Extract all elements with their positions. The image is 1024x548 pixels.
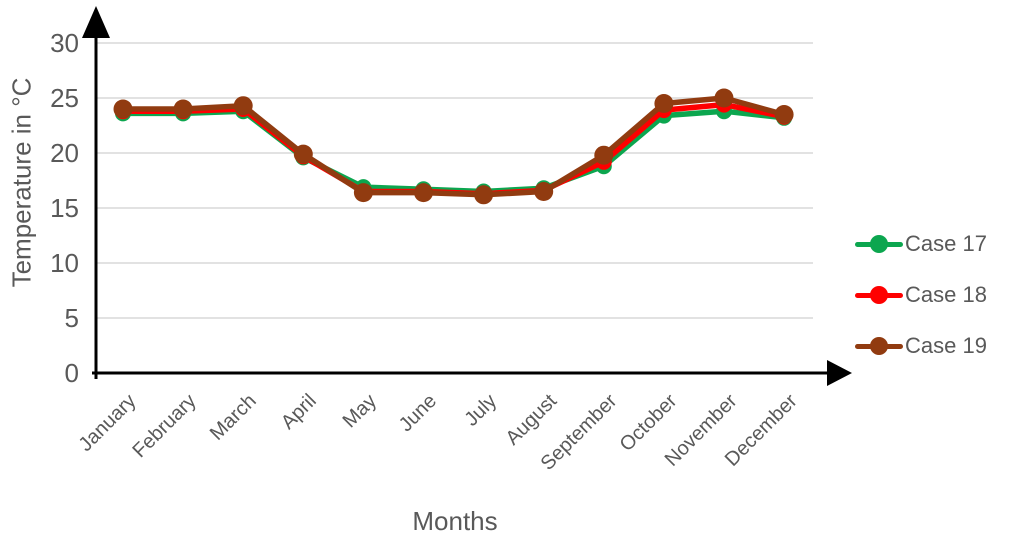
data-point bbox=[173, 99, 193, 119]
y-axis-arrow-icon bbox=[82, 6, 110, 38]
x-tick-label-august: August bbox=[502, 390, 562, 450]
y-tick-label: 0 bbox=[65, 358, 79, 388]
legend-marker-line-dot-icon bbox=[855, 286, 903, 304]
y-axis-title: Temperature in °C bbox=[6, 77, 37, 288]
x-tick-label-march: March bbox=[206, 390, 261, 445]
series-line-case-19 bbox=[120, 95, 787, 198]
x-axis-arrow-icon bbox=[827, 360, 852, 386]
x-tick-label-july: July bbox=[460, 390, 501, 431]
legend-label: Case 19 bbox=[905, 333, 987, 358]
data-point bbox=[414, 183, 433, 203]
data-point bbox=[353, 183, 373, 203]
y-tick-label: 15 bbox=[50, 193, 79, 223]
x-tick-label-april: April bbox=[277, 390, 321, 434]
y-tick-label: 30 bbox=[50, 28, 79, 58]
x-tick-label-february: February bbox=[128, 390, 200, 462]
series-line-case-17 bbox=[120, 108, 787, 195]
data-point bbox=[714, 88, 734, 108]
legend-item-case-18: Case 18 bbox=[855, 278, 987, 312]
legend-item-case-17: Case 17 bbox=[855, 227, 987, 261]
y-tick-label: 5 bbox=[65, 303, 79, 333]
series-line-case-18 bbox=[120, 101, 787, 197]
x-tick-label-june: June bbox=[395, 390, 441, 436]
x-axis-title: Months bbox=[412, 506, 498, 536]
y-tick-label: 25 bbox=[50, 83, 79, 113]
data-point bbox=[594, 145, 614, 165]
data-point bbox=[293, 144, 313, 164]
y-tick-label: 20 bbox=[50, 138, 79, 168]
data-point bbox=[113, 99, 133, 119]
y-tick-label: 10 bbox=[50, 248, 79, 278]
legend-marker-line-dot-icon bbox=[855, 235, 903, 253]
data-point bbox=[654, 94, 674, 113]
legend-label: Case 18 bbox=[905, 282, 987, 307]
data-point bbox=[474, 185, 494, 205]
data-point bbox=[233, 96, 253, 116]
x-tick-label-may: May bbox=[339, 390, 381, 432]
legend-item-case-19: Case 19 bbox=[855, 329, 987, 363]
legend-marker-line-dot-icon bbox=[855, 337, 903, 355]
data-point bbox=[534, 182, 554, 201]
legend-label: Case 17 bbox=[905, 231, 987, 256]
chart-legend: Case 17 Case 18 Case 19 bbox=[855, 227, 987, 363]
data-point bbox=[774, 105, 794, 124]
